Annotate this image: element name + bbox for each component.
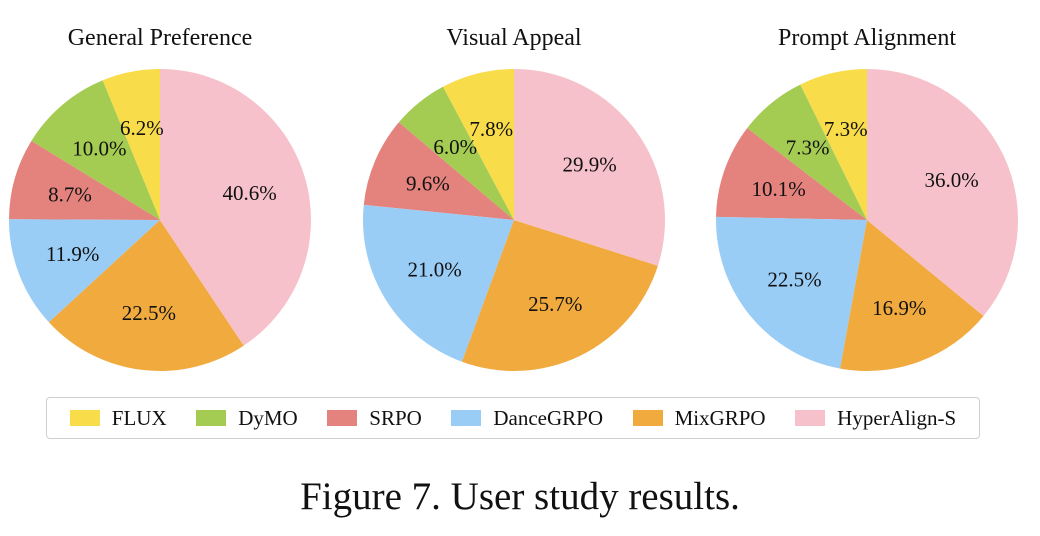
legend: FLUX DyMO SRPO DanceGRPO MixGRPO HyperAlign-S bbox=[46, 397, 980, 439]
pie-slice-hyperalign-s bbox=[514, 69, 666, 266]
slice-label-srpo: 9.6% bbox=[406, 171, 450, 195]
chart-title: Visual Appeal bbox=[446, 25, 582, 51]
slice-label-flux: 6.2% bbox=[120, 116, 164, 140]
pie-slice-srpo bbox=[716, 128, 867, 220]
slice-label-flux: 7.3% bbox=[824, 117, 868, 141]
pie-slice-dymo bbox=[398, 86, 514, 221]
slice-label-mixgrpo: 16.9% bbox=[872, 296, 926, 320]
legend-swatch bbox=[632, 410, 663, 426]
legend-label: DyMO bbox=[238, 405, 298, 430]
pie-chart-prompt-alignment: Prompt Alignment 7.3%7.3% 10.1% 22.5% 16.9% 3… bbox=[715, 25, 1018, 371]
legend-label: HyperAlign-S bbox=[837, 405, 957, 430]
pie-slice-dancegrpo bbox=[8, 219, 161, 323]
legend-swatch bbox=[327, 410, 358, 426]
slice-label-hyperalign-s: 29.9% bbox=[562, 153, 616, 177]
pie-chart-visual-appeal: Visual Appeal 7.8%6.0% 9.6% 21.0% 25.7% 29.9% bbox=[362, 25, 666, 372]
legend-swatch bbox=[795, 410, 826, 426]
legend-entry-dymo: DyMO bbox=[196, 406, 298, 431]
pie-chart-general-preference: General Preference 6.2%10.0% 8.7% 11.9% 22.5… bbox=[8, 25, 311, 371]
pie-slice-hyperalign-s bbox=[867, 69, 1018, 316]
pie-slice-mixgrpo bbox=[840, 220, 984, 371]
slice-label-flux: 7.8% bbox=[469, 117, 513, 141]
pie-slice-srpo bbox=[363, 122, 514, 220]
legend-swatch bbox=[451, 410, 482, 426]
pie-slice-mixgrpo bbox=[461, 220, 658, 372]
legend-swatch bbox=[196, 410, 227, 426]
legend-entry-srpo: SRPO bbox=[327, 406, 422, 431]
slice-label-hyperalign-s: 36.0% bbox=[925, 168, 979, 192]
legend-entry-mixgrpo: MixGRPO bbox=[632, 405, 766, 431]
legend-entry-flux: FLUX bbox=[69, 405, 167, 431]
pie-slice-srpo bbox=[9, 140, 160, 220]
slice-label-dymo: 10.0% bbox=[72, 137, 126, 161]
pie-slice-dymo bbox=[747, 84, 867, 220]
legend-entry-hyperalign-s: HyperAlign-S bbox=[795, 406, 956, 431]
legend-entry-dancegrpo: DanceGRPO bbox=[451, 406, 603, 431]
pie-slice-dymo bbox=[31, 80, 161, 220]
pie-charts: General Preference 6.2%10.0% 8.7% 11.9% 22.5… bbox=[8, 25, 1018, 372]
pie-slice-flux bbox=[442, 68, 514, 220]
legend-label: MixGRPO bbox=[674, 405, 766, 430]
pie-slice-dancegrpo bbox=[362, 204, 514, 362]
slice-label-srpo: 10.1% bbox=[752, 177, 806, 201]
figure-caption: Figure 7. User study results. bbox=[300, 475, 740, 518]
slice-label-mixgrpo: 22.5% bbox=[122, 301, 176, 325]
pie-slice-flux bbox=[800, 69, 867, 220]
slice-label-dymo: 7.3% bbox=[786, 136, 830, 160]
pie-slice-dancegrpo bbox=[715, 216, 867, 369]
slice-label-mixgrpo: 25.7% bbox=[528, 292, 582, 316]
legend-label: SRPO bbox=[369, 405, 422, 430]
pie-slice-mixgrpo bbox=[48, 220, 244, 371]
legend-swatch bbox=[69, 410, 100, 426]
slice-label-dancegrpo: 11.9% bbox=[46, 242, 99, 266]
pie-slice-flux bbox=[102, 69, 160, 220]
slice-label-hyperalign-s: 40.6% bbox=[222, 181, 276, 205]
slice-label-dymo: 6.0% bbox=[433, 135, 477, 159]
slice-label-dancegrpo: 22.5% bbox=[767, 267, 821, 291]
slice-label-srpo: 8.7% bbox=[48, 182, 92, 206]
chart-title: Prompt Alignment bbox=[778, 25, 956, 51]
legend-label: FLUX bbox=[111, 405, 167, 430]
chart-title: General Preference bbox=[68, 25, 253, 51]
slice-label-dancegrpo: 21.0% bbox=[408, 258, 462, 282]
legend-label: DanceGRPO bbox=[493, 405, 604, 430]
pie-slice-hyperalign-s bbox=[160, 69, 311, 346]
